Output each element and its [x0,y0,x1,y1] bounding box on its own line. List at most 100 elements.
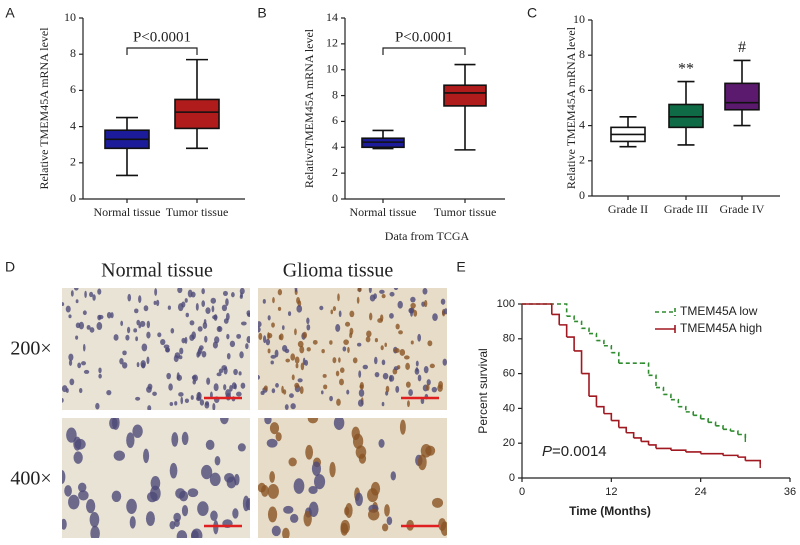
cell-nucleus [279,333,284,341]
cell-nucleus [339,367,345,373]
cell-nucleus [281,325,285,330]
cell-nucleus [287,311,292,316]
cell-nucleus [413,310,418,317]
y-tick-label: 0 [579,188,585,202]
y-tick-label: 10 [64,10,76,24]
y-tick-label: 80 [503,333,515,345]
cell-nucleus [329,395,333,402]
cell-nucleus [192,379,196,385]
cell-nucleus [196,396,202,402]
cell-nucleus [426,384,430,391]
cell-nucleus [89,512,100,528]
cell-nucleus [408,307,415,314]
survival-step [626,431,635,438]
cell-nucleus [62,397,64,403]
cell-nucleus [319,305,324,311]
cell-nucleus [357,399,364,407]
cell-nucleus [205,439,215,451]
cell-nucleus [399,348,406,356]
cell-nucleus [86,325,91,330]
cell-nucleus [92,294,96,301]
cell-nucleus [384,342,387,348]
cell-nucleus [245,498,250,511]
cell-nucleus [307,418,319,424]
y-tick-label: 100 [497,298,515,310]
cell-nucleus [221,365,228,371]
cell-nucleus [136,362,140,368]
cell-nucleus [398,330,403,335]
cell-nucleus [380,345,384,351]
cell-nucleus [346,389,350,395]
cell-nucleus [83,369,90,374]
survival-step [618,426,628,433]
cell-nucleus [414,368,420,375]
cell-nucleus [204,402,210,409]
cell-nucleus [82,343,86,352]
survival-step [559,324,568,338]
cell-nucleus [111,490,122,503]
y-tick-label: 12 [326,36,338,50]
cell-nucleus [358,453,367,464]
panel-label: D [5,259,15,275]
x-tick-label: 24 [695,486,707,498]
cell-nucleus [180,396,184,405]
cell-nucleus [179,347,184,355]
survival-step [574,350,583,374]
x-tick-label: Tumor tissue [166,205,229,219]
survival-step [603,344,613,353]
cell-nucleus [201,464,213,480]
cell-nucleus [267,333,273,339]
survival-step [685,411,695,416]
cell-nucleus [231,292,235,298]
cell-nucleus [347,346,350,354]
cell-nucleus [126,432,135,449]
survival-step [551,313,561,325]
cell-nucleus [337,293,340,302]
y-tick-label: 20 [503,437,515,449]
cell-nucleus [294,382,300,389]
cell-nucleus [111,418,120,430]
cell-nucleus [122,362,128,369]
cell-nucleus [119,357,124,365]
cell-nucleus [191,375,197,380]
y-tick-label: 4 [332,139,338,153]
y-tick-label: 6 [332,113,338,127]
survival-step [685,451,702,454]
cell-nucleus [77,482,87,493]
cell-nucleus [415,360,419,367]
cell-nucleus [226,333,230,340]
cell-nucleus [78,387,83,394]
y-axis-label: Percent survival [476,348,490,433]
x-tick-label: Grade II [608,202,648,216]
survival-step [566,315,575,322]
cell-nucleus [127,293,132,302]
y-tick-label: 6 [579,82,585,96]
cell-nucleus [442,358,447,366]
cell-nucleus [368,508,380,521]
survival-step [670,398,680,407]
cell-nucleus [304,359,309,366]
legend-label: TMEM45A high [680,321,762,335]
cell-nucleus [294,356,300,364]
cell-nucleus [374,337,378,343]
cell-nucleus [191,331,196,340]
cell-nucleus [270,360,274,365]
cell-nucleus [382,372,389,380]
survival-step [641,362,650,376]
cell-nucleus [78,490,89,501]
cell-nucleus [98,367,102,374]
cell-nucleus [385,385,390,393]
cell-nucleus [275,432,282,442]
cell-nucleus [289,393,294,398]
cell-nucleus [290,403,296,410]
survival-step [708,421,717,426]
cell-nucleus [432,313,438,321]
cell-nucleus [74,288,79,291]
cell-nucleus [223,318,229,324]
cell-nucleus [275,383,279,388]
cell-nucleus [306,347,311,352]
panel-label: A [5,5,15,21]
survival-step [574,320,583,329]
cell-nucleus [272,297,275,304]
cell-nucleus [84,290,87,299]
